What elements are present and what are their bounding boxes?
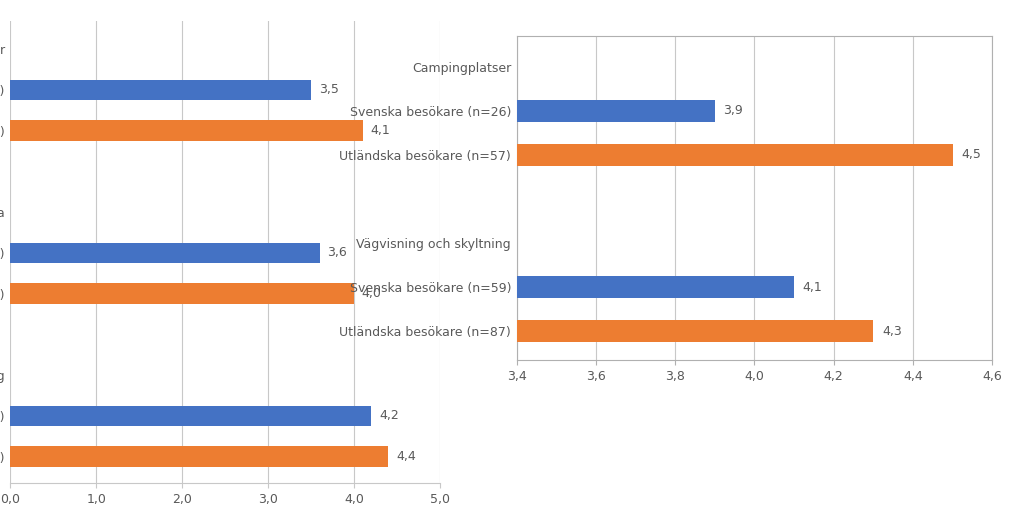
Text: 3,5: 3,5: [319, 83, 339, 96]
Bar: [517, 320, 874, 342]
Bar: [10, 120, 362, 141]
Bar: [10, 447, 389, 467]
Text: 4,3: 4,3: [882, 325, 901, 338]
Bar: [10, 243, 319, 263]
Text: 4,1: 4,1: [370, 124, 390, 137]
Bar: [10, 80, 311, 100]
Text: 4,1: 4,1: [803, 281, 822, 293]
Bar: [517, 276, 794, 298]
Text: 4,5: 4,5: [962, 149, 981, 161]
Bar: [517, 144, 952, 166]
Text: 4,2: 4,2: [379, 410, 399, 423]
Text: 3,9: 3,9: [723, 104, 743, 117]
Bar: [10, 283, 354, 304]
Text: 3,6: 3,6: [327, 246, 347, 260]
Bar: [517, 100, 715, 122]
Text: 4,4: 4,4: [396, 450, 415, 463]
Bar: [10, 406, 371, 426]
Text: 4,0: 4,0: [362, 287, 382, 300]
